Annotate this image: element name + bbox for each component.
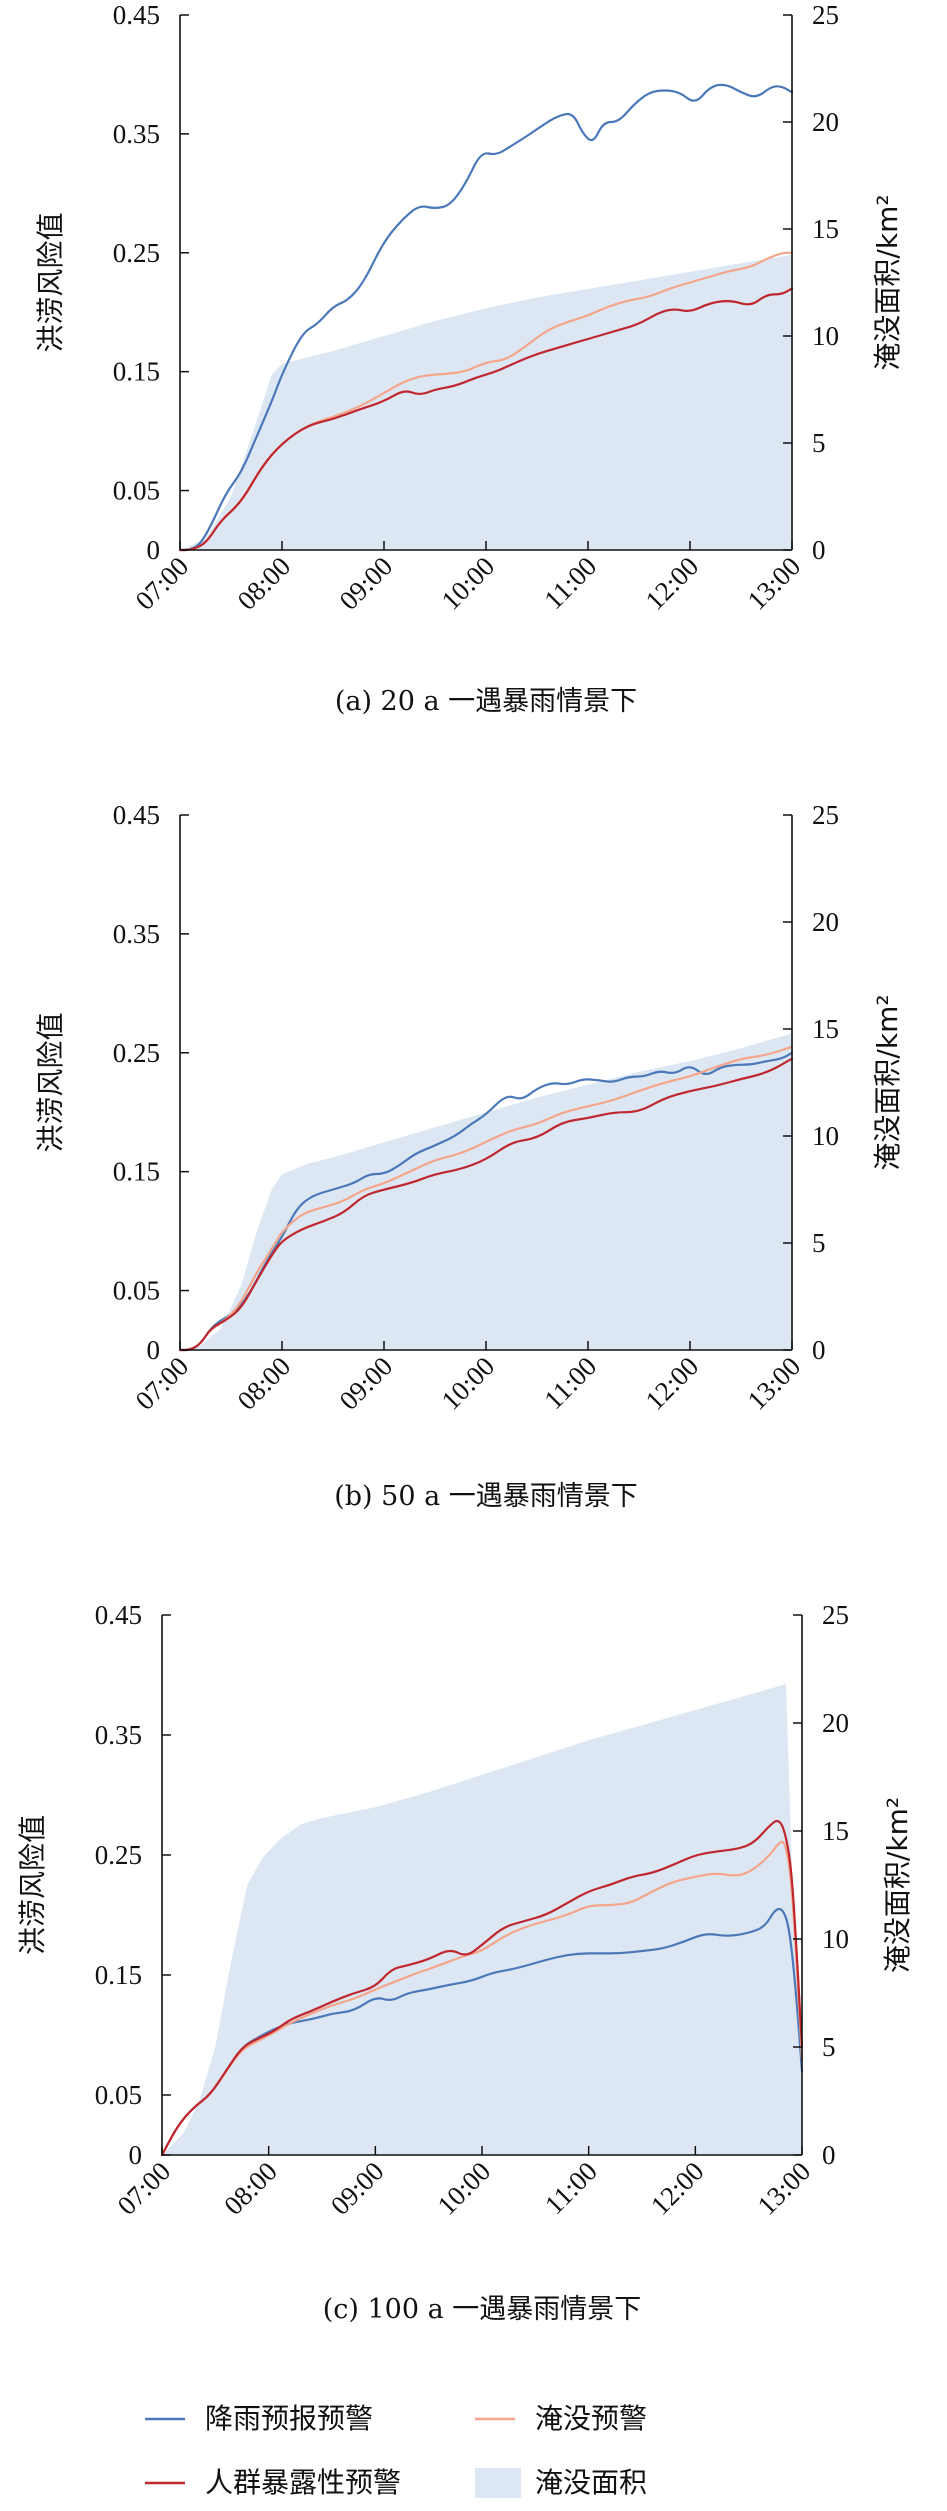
left-y-tick-label: 0.15: [113, 357, 160, 387]
left-y-tick-label: 0.15: [113, 1157, 160, 1187]
chart-panel-2: 0 0.05 0.15 0.25 0.35 0.45 0 5 10 15 20 25 07:00 08:0…: [34, 800, 904, 1512]
x-tick-label: 09:00: [334, 551, 399, 616]
left-axis-title: 洪涝风险值: [34, 212, 67, 352]
right-y-tick-label: 5: [812, 1228, 826, 1258]
series-line-exposure-warning: [178, 1057, 794, 1352]
legend-item: 降雨预报预警: [145, 2402, 373, 2435]
series-line-inundation-warning: [160, 1840, 804, 2157]
chart-panel-3: 0 0.05 0.15 0.25 0.35 0.45 0 5 10 15 20 25 07:00 08:0…: [16, 1600, 914, 2325]
series-line-inundation-warning: [178, 1045, 794, 1352]
legend-item: 人群暴露性预警: [145, 2466, 401, 2499]
series-line-rain-warning: [178, 83, 794, 552]
right-axis-title: 淹没面积/km²: [881, 1797, 914, 1973]
x-tick-label: 13:00: [752, 2156, 817, 2221]
right-axis-title: 淹没面积/km²: [871, 994, 904, 1170]
right-y-tick-label: 20: [812, 907, 839, 937]
x-tick-label: 10:00: [436, 1351, 501, 1416]
x-tick-label: 12:00: [640, 551, 705, 616]
x-tick-label: 13:00: [742, 1351, 807, 1416]
left-y-tick-label: 0.35: [95, 1720, 142, 1750]
left-y-tick-label: 0.35: [113, 119, 160, 149]
left-y-tick-label: 0: [129, 2140, 143, 2170]
right-y-tick-label: 20: [822, 1708, 849, 1738]
x-tick-label: 07:00: [130, 551, 195, 616]
legend-label: 人群暴露性预警: [205, 2466, 401, 2499]
right-y-tick-label: 15: [812, 214, 839, 244]
right-y-tick-label: 15: [812, 1014, 839, 1044]
right-y-tick-label: 10: [812, 1121, 839, 1151]
left-y-tick-label: 0.25: [95, 1840, 142, 1870]
right-y-tick-label: 5: [812, 428, 826, 458]
x-tick-label: 07:00: [112, 2156, 177, 2221]
inundated-area-fill: [180, 254, 792, 550]
x-tick-label: 09:00: [334, 1351, 399, 1416]
x-tick-label: 09:00: [325, 2156, 390, 2221]
series-line-exposure-warning: [160, 1819, 804, 2157]
x-tick-label: 12:00: [645, 2156, 710, 2221]
chart-panel-1: 0 0.05 0.15 0.25 0.35 0.45 0 5 10 15 20 25 07:00 08:0…: [34, 0, 904, 717]
left-y-tick-label: 0.35: [113, 919, 160, 949]
legend-item: 淹没面积: [475, 2466, 647, 2499]
left-y-tick-label: 0.25: [113, 1038, 160, 1068]
x-tick-label: 13:00: [742, 551, 807, 616]
x-tick-label: 08:00: [232, 1351, 297, 1416]
x-tick-label: 07:00: [130, 1351, 195, 1416]
left-y-tick-label: 0.25: [113, 238, 160, 268]
panel-caption: (b) 50 a 一遇暴雨情景下: [334, 1481, 638, 1512]
left-axis-title: 洪涝风险值: [34, 1012, 67, 1152]
right-y-tick-label: 10: [812, 321, 839, 351]
left-y-tick-label: 0.45: [113, 0, 160, 30]
inundated-area-fill: [180, 1033, 792, 1350]
left-y-tick-label: 0: [147, 1335, 161, 1365]
legend-item: 淹没预警: [475, 2402, 647, 2435]
right-y-tick-label: 10: [822, 1924, 849, 1954]
legend-label: 淹没面积: [535, 2466, 647, 2499]
right-y-tick-label: 25: [812, 0, 839, 30]
left-y-tick-label: 0.05: [113, 1276, 160, 1306]
right-y-tick-label: 15: [822, 1816, 849, 1846]
panel-caption: (a) 20 a 一遇暴雨情景下: [335, 686, 637, 717]
left-y-tick-label: 0.45: [113, 800, 160, 830]
left-y-tick-label: 0.15: [95, 1960, 142, 1990]
x-tick-label: 10:00: [432, 2156, 497, 2221]
inundated-area-fill: [162, 1684, 802, 2155]
x-tick-label: 11:00: [538, 551, 602, 615]
legend-swatch-area: [475, 2468, 521, 2498]
x-tick-label: 08:00: [232, 551, 297, 616]
series-line-exposure-warning: [178, 287, 794, 552]
right-y-tick-label: 0: [822, 2140, 836, 2170]
right-y-tick-label: 0: [812, 1335, 826, 1365]
left-y-tick-label: 0.05: [95, 2080, 142, 2110]
legend-label: 降雨预报预警: [205, 2402, 373, 2435]
x-tick-label: 11:00: [538, 1351, 602, 1415]
right-y-tick-label: 0: [812, 535, 826, 565]
left-axis-title: 洪涝风险值: [16, 1815, 49, 1955]
x-tick-label: 10:00: [436, 551, 501, 616]
right-y-tick-label: 20: [812, 107, 839, 137]
right-y-tick-label: 5: [822, 2032, 836, 2062]
right-axis-title: 淹没面积/km²: [871, 194, 904, 370]
x-tick-label: 08:00: [218, 2156, 283, 2221]
left-y-tick-label: 0: [147, 535, 161, 565]
right-y-tick-label: 25: [822, 1600, 849, 1630]
panel-caption: (c) 100 a 一遇暴雨情景下: [323, 2294, 642, 2325]
x-tick-label: 12:00: [640, 1351, 705, 1416]
right-y-tick-label: 25: [812, 800, 839, 830]
x-tick-label: 11:00: [539, 2156, 603, 2220]
left-y-tick-label: 0.05: [113, 476, 160, 506]
left-y-tick-label: 0.45: [95, 1600, 142, 1630]
legend-label: 淹没预警: [535, 2402, 647, 2435]
